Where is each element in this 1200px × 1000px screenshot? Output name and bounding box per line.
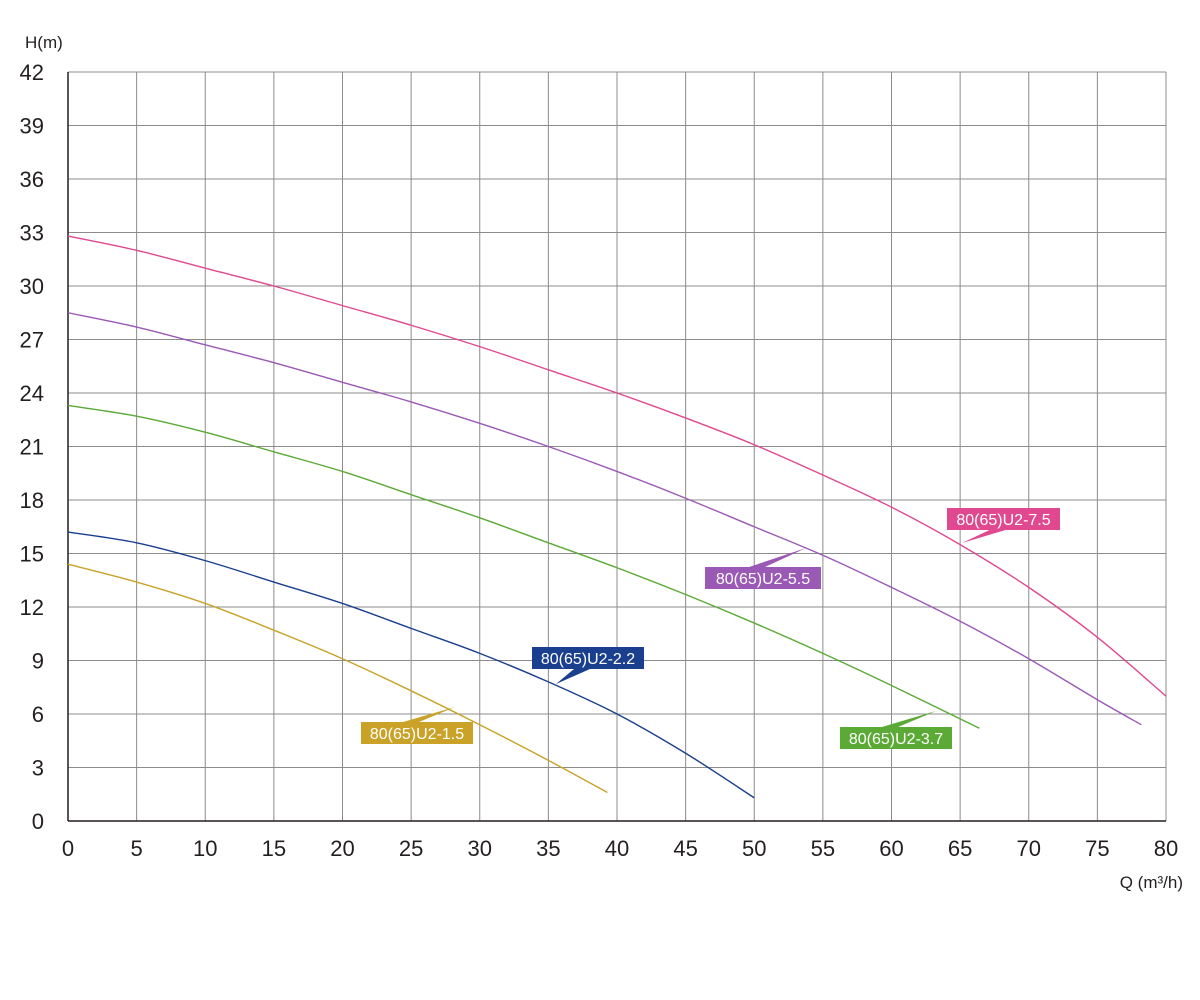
y-tick-label: 9 [32, 649, 44, 674]
y-tick-label: 24 [20, 381, 44, 406]
x-tick-label: 70 [1017, 836, 1041, 861]
tag-box [947, 508, 1060, 530]
curve-tags: 80(65)U2-1.5 80(65)U2-2.2 80(65)U2-3.7 80(6… [361, 508, 1060, 749]
series-tag-80(65)U2-5.5: 80(65)U2-5.5 [705, 548, 821, 589]
y-tick-label: 27 [20, 328, 44, 353]
x-tick-label: 65 [948, 836, 972, 861]
tag-pointer [962, 530, 1006, 543]
x-tick-label: 50 [742, 836, 766, 861]
x-tick-label: 35 [536, 836, 560, 861]
tick-labels: 0 5 10 15 20 25 30 35 40 45 50 55 60 65 70 75 8003691215… [20, 60, 1179, 861]
y-tick-label: 3 [32, 756, 44, 781]
y-tick-label: 21 [20, 435, 44, 460]
x-tick-label: 80 [1154, 836, 1178, 861]
x-tick-label: 75 [1085, 836, 1109, 861]
y-tick-label: 30 [20, 274, 44, 299]
y-tick-label: 15 [20, 542, 44, 567]
tag-box [532, 647, 644, 669]
x-tick-label: 0 [62, 836, 74, 861]
y-tick-label: 36 [20, 167, 44, 192]
series-name-label: 80(65)U2-2.2 [541, 651, 635, 668]
series-line-80(65)U2-2.2 [67, 531, 755, 799]
tag-pointer [882, 711, 936, 727]
series-tag-80(65)U2-7.5: 80(65)U2-7.5 [947, 508, 1060, 543]
tag-pointer [556, 669, 590, 684]
x-tick-label: 10 [193, 836, 217, 861]
x-tick-label: 20 [330, 836, 354, 861]
y-tick-label: 0 [32, 809, 44, 834]
tag-pointer [749, 548, 806, 567]
x-tick-label: 55 [811, 836, 835, 861]
x-tick-label: 40 [605, 836, 629, 861]
series-tag-80(65)U2-1.5: 80(65)U2-1.5 [361, 707, 473, 744]
series-name-label: 80(65)U2-5.5 [716, 571, 810, 588]
tag-pointer [403, 707, 455, 722]
series-name-label: 80(65)U2-3.7 [849, 731, 943, 748]
y-tick-label: 33 [20, 221, 44, 246]
tag-box [361, 722, 473, 744]
x-tick-label: 25 [399, 836, 423, 861]
y-tick-label: 39 [20, 114, 44, 139]
series-line-80(65)U2-3.7 [67, 404, 980, 729]
y-tick-label: 6 [32, 702, 44, 727]
axes [67, 72, 1166, 822]
series-name-label: 80(65)U2-7.5 [956, 512, 1050, 529]
performance-curves [67, 235, 1167, 799]
x-tick-label: 30 [468, 836, 492, 861]
grid [67, 71, 1167, 822]
series-line-80(65)U2-1.5 [67, 563, 608, 794]
series-tag-80(65)U2-3.7: 80(65)U2-3.7 [840, 711, 952, 749]
y-axis-title: H(m) [25, 33, 63, 52]
x-axis-title: Q (m³/h) [1120, 873, 1183, 892]
y-tick-label: 18 [20, 488, 44, 513]
x-tick-label: 5 [131, 836, 143, 861]
y-tick-label: 12 [20, 595, 44, 620]
tag-box [840, 727, 952, 749]
series-tag-80(65)U2-2.2: 80(65)U2-2.2 [532, 647, 644, 684]
x-tick-label: 45 [673, 836, 697, 861]
x-tick-label: 15 [262, 836, 286, 861]
series-line-80(65)U2-7.5 [67, 235, 1167, 697]
y-tick-label: 42 [20, 60, 44, 85]
series-name-label: 80(65)U2-1.5 [370, 726, 464, 743]
x-tick-label: 60 [879, 836, 903, 861]
tag-box [705, 567, 821, 589]
series-line-80(65)U2-5.5 [67, 312, 1142, 726]
